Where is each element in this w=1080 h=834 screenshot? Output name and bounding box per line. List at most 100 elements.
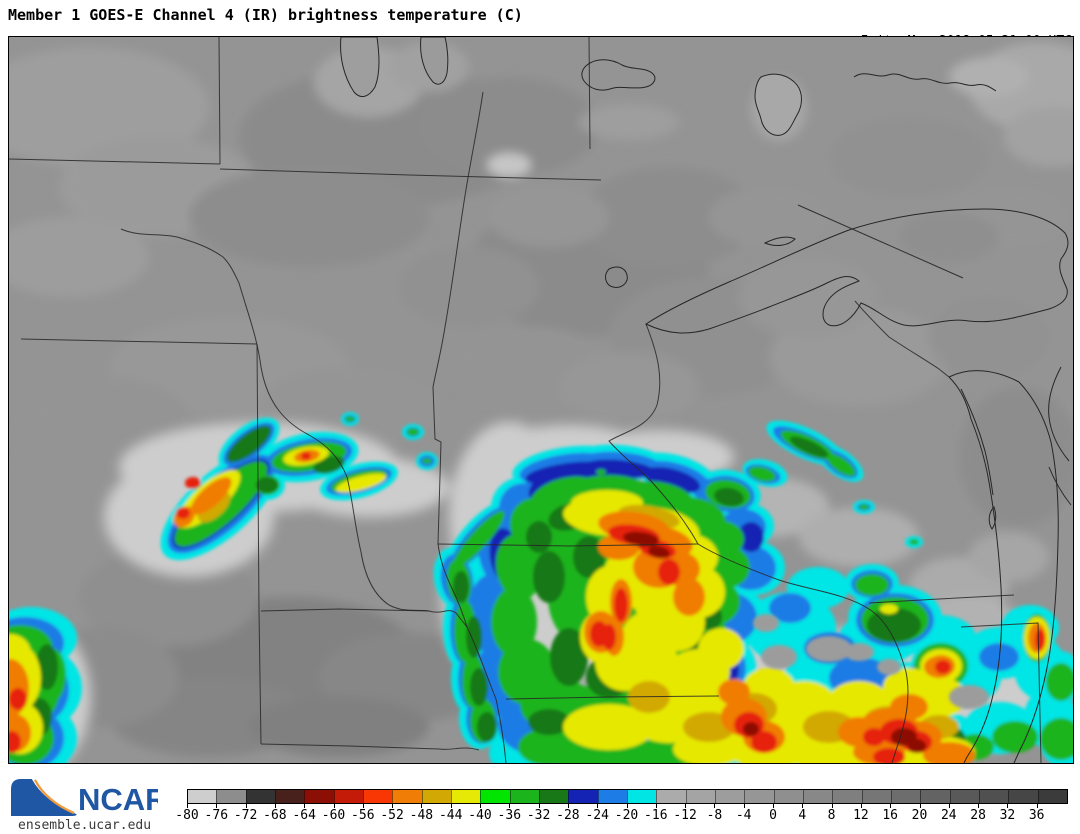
colorbar-tick (948, 804, 950, 808)
colorbar-cell (188, 790, 217, 803)
colorbar-tick (274, 804, 276, 808)
colorbar-cell (538, 790, 569, 803)
colorbar-cell (216, 790, 246, 803)
colorbar-tick (1036, 804, 1038, 808)
colorbar-tick (509, 804, 511, 808)
colorbar-tick (538, 804, 540, 808)
colorbar-tick-label: -28 (556, 808, 580, 823)
colorbar-cell (920, 790, 950, 803)
colorbar-tick-label: -36 (497, 808, 522, 823)
colorbar-cell (480, 790, 510, 803)
colorbar-tick (597, 804, 599, 808)
colorbar-tick-label: -80 (175, 808, 199, 823)
colorbar-cell (597, 790, 627, 803)
colorbar-cell (832, 790, 862, 803)
colorbar-tick (187, 804, 188, 808)
colorbar-tick-label: -72 (233, 808, 258, 823)
colorbar-tick (978, 804, 980, 808)
colorbar-cell (333, 790, 363, 803)
colorbar-tick (333, 804, 335, 808)
satellite-map-canvas (9, 37, 1073, 763)
colorbar-cell (450, 790, 481, 803)
colorbar-cell (421, 790, 451, 803)
colorbar-tick (480, 804, 481, 808)
colorbar-tick-label: -52 (380, 808, 404, 823)
colorbar-tick (919, 804, 921, 808)
ncar-logo-text: NCAR (78, 782, 158, 817)
colorbar-tick (655, 804, 657, 808)
ncar-logo-orange-arc (33, 779, 75, 815)
colorbar: -80 -76 -72 -68 -64 -60 -56 -52 -48 -44 -40 -36 -32-… (175, 789, 1068, 823)
colorbar-tick-label: 8 (827, 808, 836, 823)
colorbar-tick (362, 804, 364, 808)
colorbar-tick-label: -40 (468, 808, 492, 823)
colorbar-tick-label: -16 (644, 808, 668, 823)
colorbar-tick-label: 0 (769, 808, 777, 823)
colorbar-tick-label: 28 (970, 808, 986, 823)
colorbar-cell (802, 790, 833, 803)
colorbar-tick-label: -60 (321, 808, 346, 823)
colorbar-tick-label: -12 (673, 808, 697, 823)
colorbar-tick (714, 804, 716, 808)
colorbar-cell (744, 790, 774, 803)
colorbar-tick (773, 804, 774, 808)
colorbar-tick (743, 804, 745, 808)
page-title: Member 1 GOES-E Channel 4 (IR) brightnes… (8, 6, 523, 24)
colorbar-cell (509, 790, 539, 803)
colorbar-tick (802, 804, 804, 808)
colorbar-cell (861, 790, 891, 803)
colorbar-tick-label: 12 (853, 808, 869, 823)
state-borders (9, 37, 1042, 763)
colorbar-tick-label: 4 (798, 808, 807, 823)
colorbar-tick-label: -24 (585, 808, 609, 823)
colorbar-tick (626, 804, 628, 808)
colorbar-cell (773, 790, 803, 803)
lake-shorelines (340, 37, 1072, 763)
colorbar-tick (831, 804, 833, 808)
colorbar-cell (245, 790, 275, 803)
colorbar-tick (421, 804, 423, 808)
colorbar-cell (685, 790, 715, 803)
storm-gray-holes (753, 614, 989, 709)
colorbar-tick-label: -76 (204, 808, 229, 823)
colorbar-cell (274, 790, 305, 803)
storm-cells (9, 412, 1073, 763)
colorbar-tick (450, 804, 452, 808)
colorbar-cell (392, 790, 422, 803)
colorbar-tick-label: -56 (351, 808, 375, 823)
colorbar-cell (1037, 790, 1067, 803)
colorbar-tick (860, 804, 862, 808)
colorbar-tick (216, 804, 218, 808)
colorbar-tick-label: 36 (1028, 808, 1045, 823)
colorbar-tick-label: -20 (614, 808, 639, 823)
site-url: ensemble.ucar.edu (18, 818, 152, 833)
colorbar-tick (304, 804, 306, 808)
colorbar-cells (187, 789, 1068, 804)
colorbar-cell (978, 790, 1009, 803)
colorbar-tick (567, 804, 569, 808)
colorbar-cell (1008, 790, 1038, 803)
colorbar-tick-label: 16 (882, 808, 899, 823)
colorbar-tick-label: -4 (735, 808, 752, 823)
colorbar-cell (656, 790, 686, 803)
colorbar-tick-label: -8 (706, 808, 723, 823)
colorbar-tick-label: -44 (438, 808, 463, 823)
colorbar-cell (714, 790, 745, 803)
colorbar-tick-label: 32 (999, 808, 1016, 823)
colorbar-tick-label: -64 (292, 808, 316, 823)
colorbar-tick-label: -68 (263, 808, 287, 823)
colorbar-tick (890, 804, 892, 808)
colorbar-cell (304, 790, 334, 803)
colorbar-tick-label: 20 (911, 808, 928, 823)
colorbar-cell (568, 790, 598, 803)
colorbar-tick-label: -32 (526, 808, 551, 823)
colorbar-cell (890, 790, 921, 803)
colorbar-tick-label: 24 (940, 808, 957, 823)
colorbar-cell (626, 790, 657, 803)
colorbar-tick (245, 804, 247, 808)
colorbar-tick (1007, 804, 1009, 808)
colorbar-tick (685, 804, 687, 808)
satellite-map (8, 36, 1074, 764)
colorbar-cell (949, 790, 979, 803)
